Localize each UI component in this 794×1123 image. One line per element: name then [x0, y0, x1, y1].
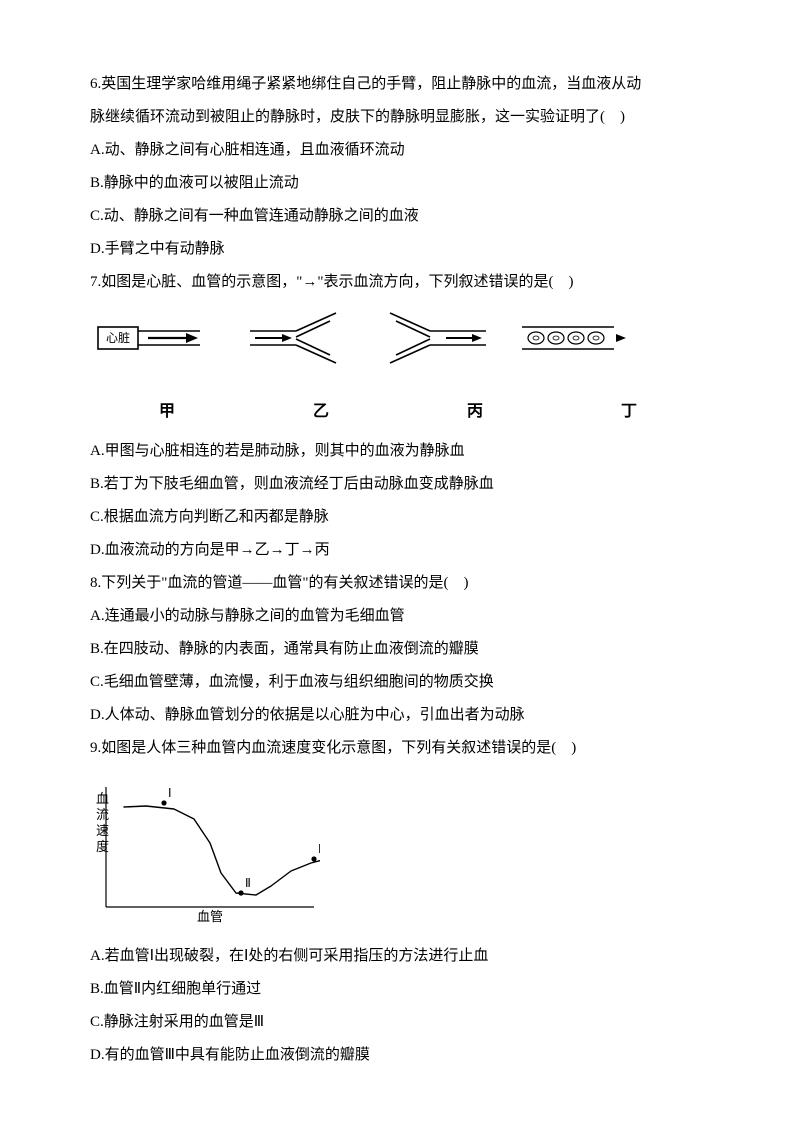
svg-text:Ⅱ: Ⅱ	[245, 876, 251, 890]
q6-option-d: D.手臂之中有动静脉	[90, 233, 706, 266]
q7-option-d: D.血液流动的方向是甲→乙→丁→丙	[90, 534, 706, 567]
q9-option-d: D.有的血管Ⅲ中具有能防止血液倒流的瓣膜	[90, 1039, 706, 1072]
svg-text:流: 流	[96, 807, 109, 822]
svg-text:Ⅰ: Ⅰ	[168, 786, 172, 800]
q9-option-c: C.静脉注射采用的血管是Ⅲ	[90, 1006, 706, 1039]
q7-diagram-labels: 甲 乙 丙 丁	[90, 394, 706, 429]
q9-stem: 9.如图是人体三种血管内血流速度变化示意图，下列有关叙述错误的是( )	[90, 732, 706, 765]
q8-stem: 8.下列关于"血流的管道——血管"的有关叙述错误的是( )	[90, 567, 706, 600]
svg-text:血: 血	[96, 791, 109, 806]
q7-label-yi: 乙	[313, 394, 329, 429]
q7-option-a: A.甲图与心脏相连的若是肺动脉，则其中的血液为静脉血	[90, 435, 706, 468]
q6-option-c: C.动、静脉之间有一种血管连通动静脉之间的血液	[90, 200, 706, 233]
q6-option-a: A.动、静脉之间有心脏相连通，且血液循环流动	[90, 134, 706, 167]
q8-option-a: A.连通最小的动脉与静脉之间的血管为毛细血管	[90, 600, 706, 633]
q7-diagram: 心脏	[90, 307, 706, 396]
svg-text:血管: 血管	[197, 909, 223, 923]
q8-option-b: B.在四肢动、静脉的内表面，通常具有防止血液倒流的瓣膜	[90, 633, 706, 666]
svg-text:度: 度	[96, 839, 109, 854]
svg-text:心脏: 心脏	[106, 330, 130, 345]
q6-option-b: B.静脉中的血液可以被阻止流动	[90, 167, 706, 200]
q7-option-c: C.根据血流方向判断乙和丙都是静脉	[90, 501, 706, 534]
q8-option-d: D.人体动、静脉血管划分的依据是以心脏为中心，引血出者为动脉	[90, 699, 706, 732]
q8-option-c: C.毛细血管壁薄，血流慢，利于血液与组织细胞间的物质交换	[90, 666, 706, 699]
q7-stem: 7.如图是心脏、血管的示意图，"→"表示血流方向，下列叙述错误的是( )	[90, 266, 706, 299]
q6-stem-line2: 脉继续循环流动到被阻止的静脉时，皮肤下的静脉明显膨胀，这一实验证明了( )	[90, 101, 706, 134]
q7-label-ding: 丁	[621, 394, 637, 429]
q9-chart: 血流速度血管 Ⅰ Ⅱ Ⅲ	[90, 773, 706, 936]
q7-label-jia: 甲	[159, 394, 175, 429]
svg-text:速: 速	[96, 823, 109, 838]
q9-option-a: A.若血管Ⅰ出现破裂，在Ⅰ处的右侧可采用指压的方法进行止血	[90, 940, 706, 973]
q7-option-b: B.若丁为下肢毛细血管，则血液流经丁后由动脉血变成静脉血	[90, 468, 706, 501]
q9-option-b: B.血管Ⅱ内红细胞单行通过	[90, 973, 706, 1006]
q6-stem-line1: 6.英国生理学家哈维用绳子紧紧地绑住自己的手臂，阻止静脉中的血流，当血液从动	[90, 68, 706, 101]
svg-text:Ⅲ: Ⅲ	[318, 842, 320, 856]
q7-label-bing: 丙	[467, 394, 483, 429]
